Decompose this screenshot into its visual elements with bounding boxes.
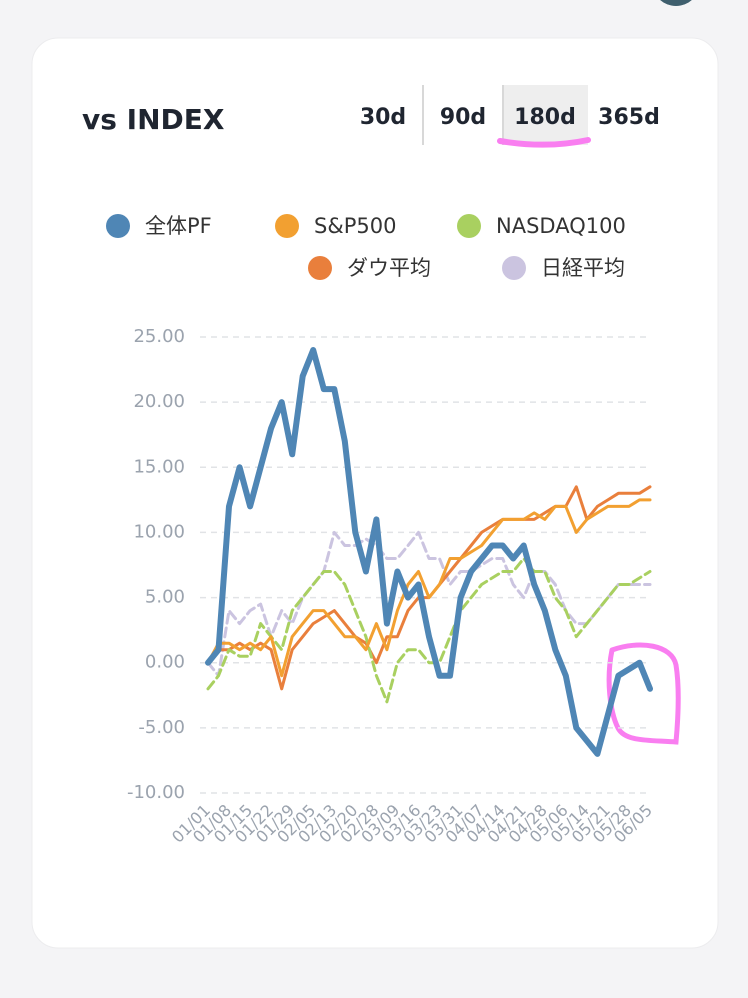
legend-swatch: [308, 256, 332, 280]
selected-range-bg: [503, 85, 588, 145]
legend-swatch: [502, 256, 526, 280]
y-tick-label: 5.00: [145, 587, 185, 608]
legend-label: 全体PF: [145, 214, 212, 238]
range-button[interactable]: 180d: [514, 105, 576, 130]
y-tick-label: -10.00: [127, 782, 185, 803]
legend-label: NASDAQ100: [496, 214, 626, 238]
y-tick-label: 20.00: [133, 391, 185, 412]
annotation-circle: [606, 642, 681, 745]
annotation-underline: [497, 137, 591, 148]
y-tick-label: 15.00: [133, 456, 185, 477]
legend-label: 日経平均: [541, 256, 625, 280]
y-tick-label: 25.00: [133, 326, 185, 347]
legend-swatch: [106, 214, 130, 238]
y-tick-label: 0.00: [145, 652, 185, 673]
card: [31, 37, 719, 949]
series-line: [206, 557, 652, 704]
range-button[interactable]: 30d: [360, 105, 406, 130]
series-line: [206, 530, 652, 678]
range-button[interactable]: 365d: [598, 105, 660, 130]
legend-label: ダウ平均: [347, 256, 431, 280]
series-line: [205, 347, 653, 757]
card-title: vs INDEX: [82, 103, 225, 136]
series-line: [206, 498, 652, 678]
legend-label: S&P500: [314, 214, 396, 238]
y-tick-label: 10.00: [133, 521, 185, 542]
avatar: [660, 0, 692, 6]
legend-swatch: [275, 214, 299, 238]
range-button[interactable]: 90d: [440, 105, 486, 130]
legend-swatch: [457, 214, 481, 238]
y-tick-label: -5.00: [138, 717, 185, 738]
